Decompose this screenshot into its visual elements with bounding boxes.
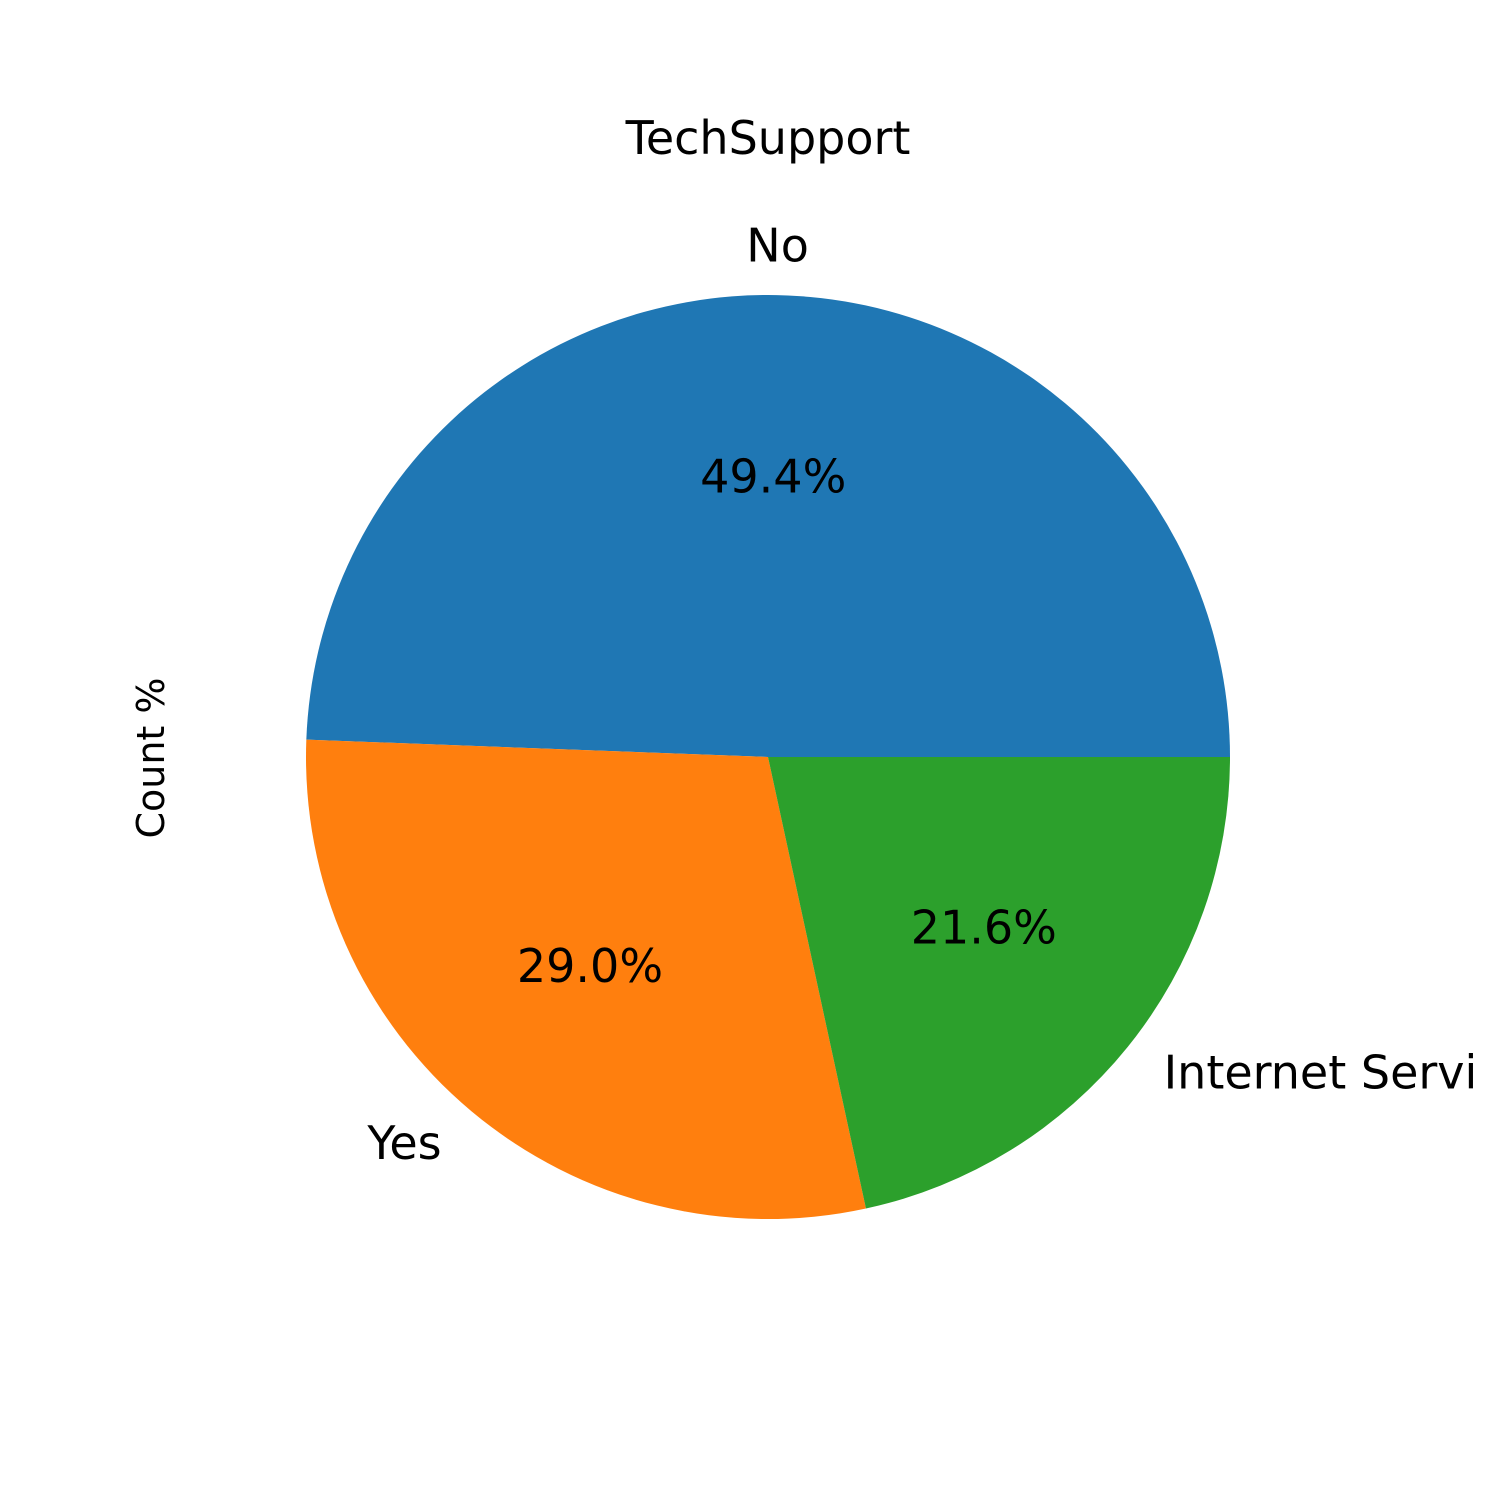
slice-label-no: No <box>746 218 809 272</box>
y-axis-label: Count % <box>129 677 173 838</box>
slice-label-yes: Yes <box>366 1116 441 1170</box>
pie-slices <box>306 295 1231 1219</box>
pie-slice-internet-servi <box>768 757 1230 1209</box>
chart-title: TechSupport <box>625 111 911 165</box>
slice-percent-internet-servi: 21.6% <box>911 900 1057 954</box>
pie-slice-yes <box>306 739 866 1219</box>
slice-percent-yes: 29.0% <box>517 939 663 993</box>
pie-slice-no <box>306 295 1231 757</box>
slice-label-internet-servi: Internet Servi <box>1164 1045 1478 1099</box>
pie-labels: No 49.4% Yes 29.0% Internet Servi 21.6% <box>366 218 1477 1170</box>
slice-percent-no: 49.4% <box>700 449 846 503</box>
